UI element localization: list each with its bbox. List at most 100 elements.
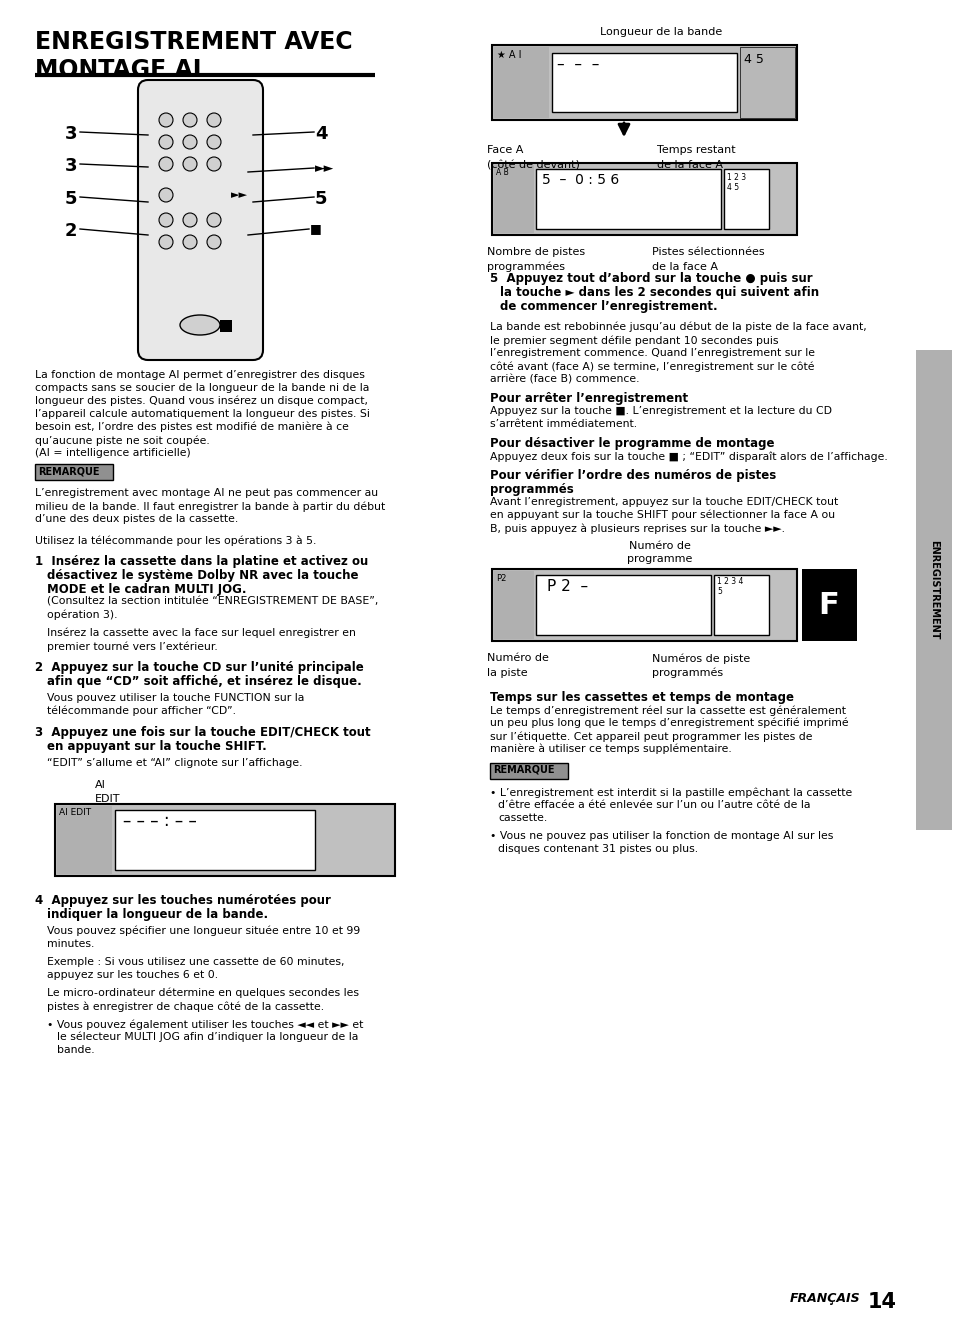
- Text: 2: 2: [65, 222, 77, 239]
- Text: (Consultez la section intitulée “ENREGISTREMENT DE BASE”,: (Consultez la section intitulée “ENREGIS…: [47, 597, 378, 606]
- Bar: [915, 350, 951, 830]
- Bar: [713, 575, 768, 634]
- Circle shape: [159, 113, 172, 126]
- Text: REMARQUE: REMARQUE: [38, 465, 99, 476]
- Text: – – – : – –: – – – : – –: [123, 813, 196, 830]
- Text: La bande est rebobinnée jusqu’au début de la piste de la face avant,: La bande est rebobinnée jusqu’au début d…: [490, 322, 866, 332]
- Bar: [492, 164, 796, 235]
- Text: afin que “CD” soit affiché, et insérez le disque.: afin que “CD” soit affiché, et insérez l…: [47, 676, 361, 688]
- Text: Temps restant: Temps restant: [657, 145, 735, 156]
- Bar: [35, 464, 112, 480]
- Circle shape: [159, 188, 172, 202]
- Bar: [536, 169, 720, 229]
- Text: 1  Insérez la cassette dans la platine et activez ou: 1 Insérez la cassette dans la platine et…: [35, 555, 368, 568]
- Text: • L’enregistrement est interdit si la pastille empêchant la cassette: • L’enregistrement est interdit si la pa…: [490, 787, 851, 798]
- Text: Face A: Face A: [486, 145, 523, 156]
- Text: programmées: programmées: [486, 262, 564, 273]
- Text: qu’aucune piste ne soit coupée.: qu’aucune piste ne soit coupée.: [35, 435, 210, 446]
- Text: télécommande pour afficher “CD”.: télécommande pour afficher “CD”.: [47, 706, 235, 717]
- Text: d’une des deux pistes de la cassette.: d’une des deux pistes de la cassette.: [35, 513, 238, 524]
- Text: un peu plus long que le temps d’enregistrement spécifié imprimé: un peu plus long que le temps d’enregist…: [490, 718, 848, 729]
- Text: La fonction de montage AI permet d’enregistrer des disques: La fonction de montage AI permet d’enreg…: [35, 370, 364, 380]
- Circle shape: [183, 157, 196, 172]
- Text: P2: P2: [496, 575, 506, 583]
- Circle shape: [207, 157, 221, 172]
- Text: Utilisez la télécommande pour les opérations 3 à 5.: Utilisez la télécommande pour les opérat…: [35, 535, 316, 545]
- Text: programme: programme: [627, 555, 692, 564]
- Text: ENREGISTREMENT AVEC: ENREGISTREMENT AVEC: [35, 31, 353, 55]
- Text: 2  Appuyez sur la touche CD sur l’unité principale: 2 Appuyez sur la touche CD sur l’unité p…: [35, 661, 363, 674]
- Text: AI EDIT: AI EDIT: [59, 809, 91, 817]
- Text: opération 3).: opération 3).: [47, 610, 117, 621]
- Text: l’enregistrement commence. Quand l’enregistrement sur le: l’enregistrement commence. Quand l’enreg…: [490, 348, 814, 358]
- Text: 4 5: 4 5: [743, 53, 763, 66]
- Circle shape: [159, 235, 172, 249]
- Text: la touche ► dans les 2 secondes qui suivent afin: la touche ► dans les 2 secondes qui suiv…: [499, 286, 819, 299]
- Text: EDIT: EDIT: [95, 794, 120, 805]
- Text: en appuyant sur la touche SHIFT.: en appuyant sur la touche SHIFT.: [47, 739, 267, 753]
- Text: 4  Appuyez sur les touches numérotées pour: 4 Appuyez sur les touches numérotées pou…: [35, 894, 331, 907]
- Text: minutes.: minutes.: [47, 939, 94, 950]
- Bar: [55, 805, 395, 876]
- Text: ENREGISTREMENT: ENREGISTREMENT: [928, 540, 938, 640]
- Text: s’arrêtent immédiatement.: s’arrêtent immédiatement.: [490, 419, 637, 430]
- Text: Le temps d’enregistrement réel sur la cassette est généralement: Le temps d’enregistrement réel sur la ca…: [490, 705, 845, 716]
- Text: MODE et le cadran MULTI JOG.: MODE et le cadran MULTI JOG.: [47, 583, 246, 596]
- Text: 3: 3: [65, 157, 77, 176]
- Text: disques contenant 31 pistes ou plus.: disques contenant 31 pistes ou plus.: [497, 845, 698, 854]
- Circle shape: [207, 213, 221, 227]
- Bar: [492, 569, 796, 641]
- Bar: [494, 165, 534, 233]
- Text: Temps sur les cassettes et temps de montage: Temps sur les cassettes et temps de mont…: [490, 692, 793, 704]
- Text: Pour vérifier l’ordre des numéros de pistes: Pour vérifier l’ordre des numéros de pis…: [490, 469, 776, 481]
- Text: ►►: ►►: [231, 190, 248, 200]
- Bar: [494, 571, 534, 638]
- Text: “EDIT” s’allume et “AI” clignote sur l’affichage.: “EDIT” s’allume et “AI” clignote sur l’a…: [47, 758, 302, 767]
- Text: (côté de devant): (côté de devant): [486, 160, 579, 170]
- Text: premier tourné vers l’extérieur.: premier tourné vers l’extérieur.: [47, 641, 217, 652]
- Circle shape: [207, 136, 221, 149]
- Circle shape: [207, 113, 221, 126]
- Text: besoin est, l’ordre des pistes est modifié de manière à ce: besoin est, l’ordre des pistes est modif…: [35, 422, 349, 432]
- Text: de commencer l’enregistrement.: de commencer l’enregistrement.: [499, 301, 717, 313]
- Text: appuyez sur les touches 6 et 0.: appuyez sur les touches 6 et 0.: [47, 970, 218, 980]
- Text: en appuyant sur la touche SHIFT pour sélectionner la face A ou: en appuyant sur la touche SHIFT pour sél…: [490, 509, 834, 520]
- Text: FRANÇAIS: FRANÇAIS: [789, 1291, 860, 1305]
- Text: Exemple : Si vous utilisez une cassette de 60 minutes,: Exemple : Si vous utilisez une cassette …: [47, 958, 344, 967]
- Text: programmés: programmés: [490, 483, 573, 496]
- Text: F: F: [818, 591, 839, 620]
- Text: Pour arrêter l’enregistrement: Pour arrêter l’enregistrement: [490, 392, 687, 406]
- Text: B, puis appuyez à plusieurs reprises sur la touche ►►.: B, puis appuyez à plusieurs reprises sur…: [490, 523, 784, 533]
- Text: compacts sans se soucier de la longueur de la bande ni de la: compacts sans se soucier de la longueur …: [35, 383, 369, 392]
- Text: programmés: programmés: [651, 668, 722, 678]
- Text: longueur des pistes. Quand vous insérez un disque compact,: longueur des pistes. Quand vous insérez …: [35, 396, 368, 407]
- Text: désactivez le système Dolby NR avec la touche: désactivez le système Dolby NR avec la t…: [47, 569, 358, 583]
- Text: –  –  –: – – –: [557, 57, 598, 72]
- Text: Nombre de pistes: Nombre de pistes: [486, 247, 584, 257]
- Text: 5: 5: [314, 190, 327, 207]
- Bar: [490, 763, 567, 779]
- Bar: [494, 47, 548, 118]
- Text: Vous pouvez utiliser la touche FUNCTION sur la: Vous pouvez utiliser la touche FUNCTION …: [47, 693, 304, 704]
- Text: AI: AI: [95, 779, 106, 790]
- Text: d’être effacée a été enlevée sur l’un ou l’autre côté de la: d’être effacée a été enlevée sur l’un ou…: [497, 801, 810, 810]
- Circle shape: [183, 235, 196, 249]
- Text: Numéros de piste: Numéros de piste: [651, 653, 749, 664]
- Text: indiquer la longueur de la bande.: indiquer la longueur de la bande.: [47, 908, 268, 920]
- Text: 3  Appuyez une fois sur la touche EDIT/CHECK tout: 3 Appuyez une fois sur la touche EDIT/CH…: [35, 726, 370, 739]
- Circle shape: [207, 235, 221, 249]
- Text: 4: 4: [314, 125, 327, 144]
- Ellipse shape: [180, 315, 220, 335]
- Circle shape: [159, 157, 172, 172]
- Text: le premier segment défile pendant 10 secondes puis: le premier segment défile pendant 10 sec…: [490, 335, 778, 346]
- Text: milieu de la bande. Il faut enregistrer la bande à partir du début: milieu de la bande. Il faut enregistrer …: [35, 501, 385, 512]
- Bar: [536, 575, 710, 634]
- Text: Pour désactiver le programme de montage: Pour désactiver le programme de montage: [490, 438, 774, 450]
- Bar: [57, 806, 112, 874]
- Circle shape: [159, 213, 172, 227]
- Text: • Vous ne pouvez pas utiliser la fonction de montage AI sur les: • Vous ne pouvez pas utiliser la fonctio…: [490, 831, 833, 841]
- Text: 1 2 3
4 5: 1 2 3 4 5: [726, 173, 745, 193]
- Text: 3: 3: [65, 125, 77, 144]
- Text: Numéro de: Numéro de: [486, 653, 548, 662]
- Bar: [220, 321, 232, 332]
